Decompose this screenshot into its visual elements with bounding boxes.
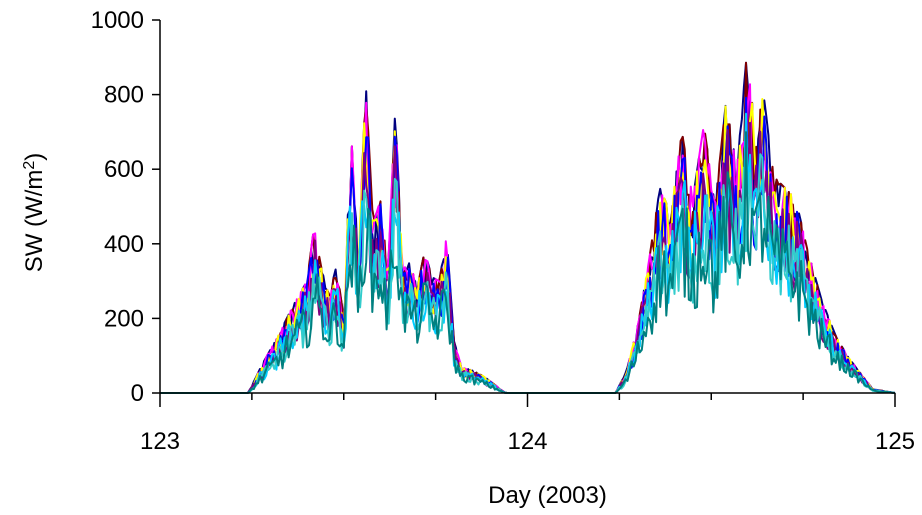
x-axis-title: Day (2003) — [488, 482, 607, 509]
series-layer — [160, 61, 896, 394]
series-line — [160, 61, 896, 394]
y-tick-label: 0 — [131, 380, 144, 407]
y-tick-label: 600 — [104, 156, 144, 183]
series-line — [160, 61, 896, 394]
y-axis-title-main: SW (W/m — [21, 170, 48, 273]
y-axis-title-close: ) — [21, 153, 48, 161]
y-axis-title-superscript: 2 — [21, 161, 38, 170]
y-axis-title: SW (W/m2) — [21, 153, 49, 273]
y-tick-label: 200 — [104, 305, 144, 332]
x-tick-label: 125 — [875, 428, 915, 455]
x-tick-label: 124 — [507, 428, 547, 455]
ticks-layer: 0 200 400 600 800 1000 123 124 125 — [91, 7, 915, 455]
y-tick-label: 800 — [104, 82, 144, 109]
x-tick-label: 123 — [140, 428, 180, 455]
y-tick-label: 1000 — [91, 7, 144, 34]
y-tick-label: 400 — [104, 231, 144, 258]
